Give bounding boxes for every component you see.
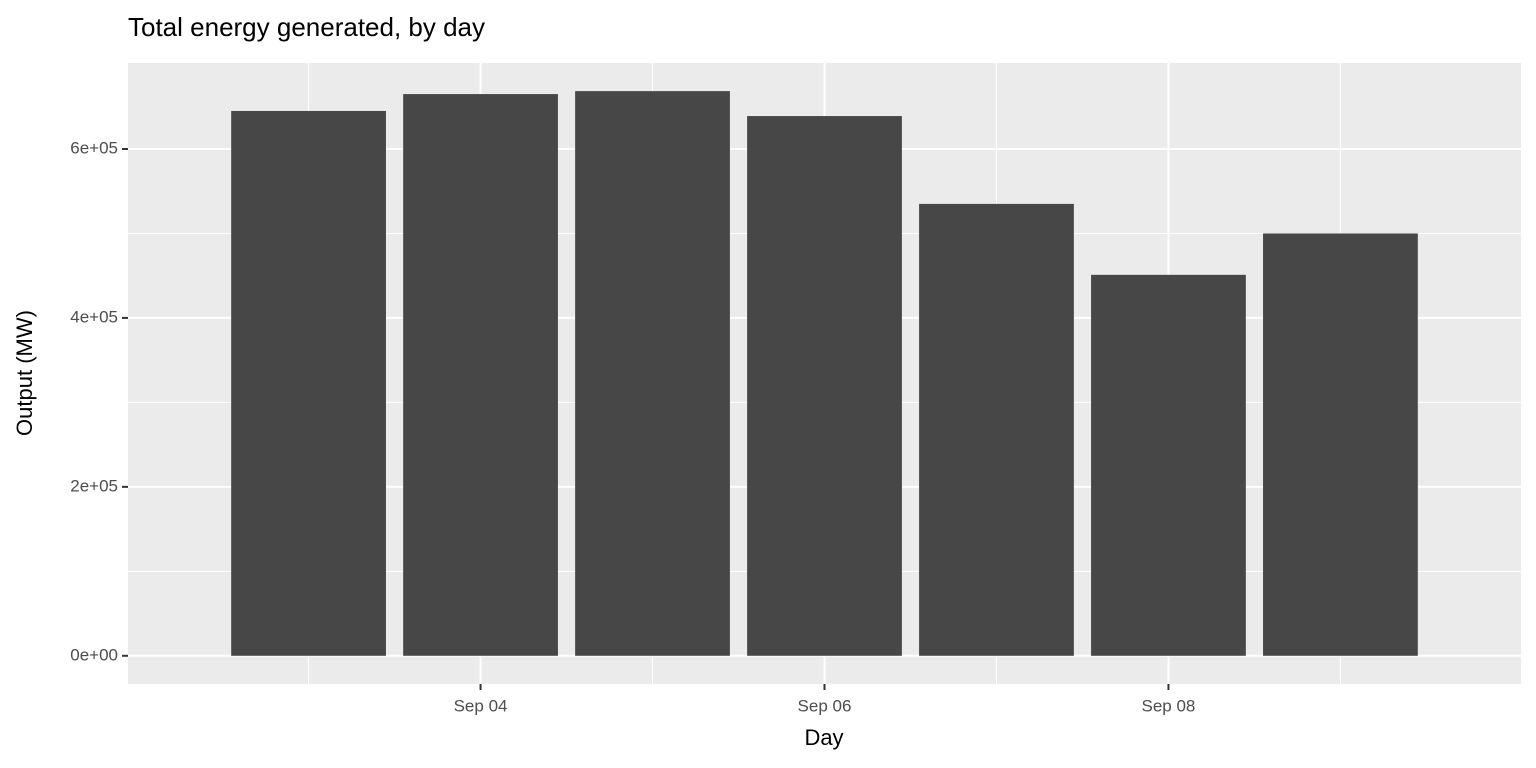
bar	[1091, 274, 1246, 656]
y-axis-title: Output (MW)	[12, 310, 37, 436]
y-tick-label: 4e+05	[70, 307, 118, 326]
chart-title: Total energy generated, by day	[128, 12, 485, 42]
y-tick-label: 6e+05	[70, 138, 118, 157]
bar	[919, 203, 1074, 656]
marks	[231, 91, 1418, 656]
x-tick-label: Sep 08	[1142, 696, 1196, 715]
bar	[403, 94, 558, 656]
y-tick-label: 0e+00	[70, 645, 118, 664]
x-tick-label: Sep 06	[798, 696, 852, 715]
bar	[231, 110, 386, 656]
bar	[575, 91, 730, 656]
x-axis-title: Day	[804, 725, 843, 750]
bar	[747, 116, 902, 656]
x-tick-label: Sep 04	[454, 696, 508, 715]
bar	[1263, 233, 1418, 656]
y-tick-label: 2e+05	[70, 476, 118, 495]
